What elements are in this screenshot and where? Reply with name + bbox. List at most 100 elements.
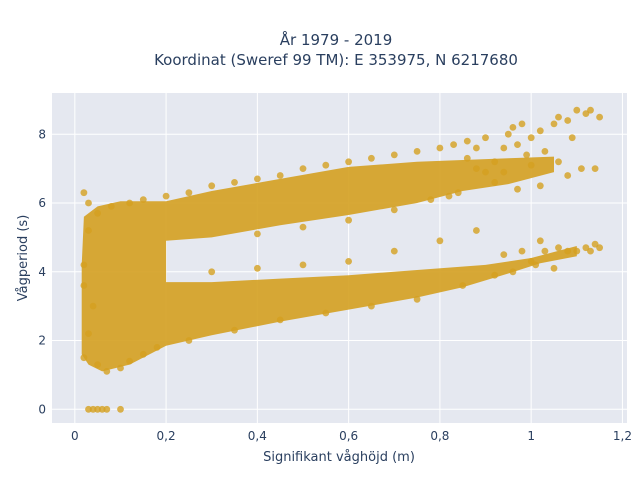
- data-point: [578, 165, 585, 173]
- data-point: [345, 258, 352, 265]
- y-tick-label: 8: [38, 127, 46, 141]
- y-tick-label: 2: [38, 334, 46, 348]
- data-point: [473, 165, 480, 173]
- data-point: [591, 165, 599, 173]
- data-point: [514, 185, 521, 193]
- data-point: [139, 196, 147, 204]
- data-point: [322, 161, 330, 169]
- data-point: [103, 368, 111, 375]
- data-point: [555, 113, 562, 121]
- data-point: [555, 244, 562, 252]
- y-tick-label: 0: [38, 402, 46, 416]
- x-tick-label: 1,2: [613, 429, 632, 443]
- data-point: [276, 172, 284, 179]
- data-point: [596, 113, 603, 121]
- data-point: [413, 148, 421, 155]
- data-point: [162, 192, 170, 200]
- data-point: [208, 268, 216, 276]
- data-point: [390, 247, 398, 255]
- data-point: [504, 130, 512, 138]
- data-point: [555, 158, 562, 166]
- data-point: [85, 330, 92, 337]
- data-point: [254, 264, 261, 272]
- data-point: [89, 302, 97, 310]
- data-point: [345, 216, 352, 224]
- data-point: [491, 179, 499, 186]
- x-tick-label: 0: [71, 429, 79, 443]
- x-tick-label: 0,6: [339, 429, 358, 443]
- data-point: [473, 144, 480, 152]
- x-tick-label: 0,8: [430, 429, 449, 443]
- data-point: [117, 364, 124, 372]
- x-tick-label: 0,2: [157, 429, 176, 443]
- data-point: [185, 189, 193, 197]
- data-point: [454, 189, 462, 197]
- data-point: [463, 154, 471, 162]
- data-point: [482, 134, 489, 142]
- data-point: [568, 134, 576, 142]
- data-point: [500, 251, 508, 258]
- data-point: [536, 127, 544, 135]
- data-point: [231, 326, 238, 334]
- data-point: [85, 199, 92, 207]
- x-axis-title: Signifikant våghöjd (m): [263, 450, 415, 465]
- data-point: [139, 350, 147, 358]
- data-point: [445, 192, 453, 200]
- data-point: [390, 151, 398, 159]
- data-point: [532, 261, 540, 269]
- data-point: [276, 316, 284, 324]
- data-point: [491, 271, 499, 279]
- data-point: [299, 165, 307, 173]
- data-point: [80, 189, 88, 197]
- data-point: [518, 120, 526, 128]
- data-point: [573, 106, 581, 114]
- data-point: [94, 361, 101, 368]
- data-point: [587, 106, 594, 114]
- data-point: [80, 282, 88, 289]
- data-point: [500, 168, 508, 176]
- data-point: [126, 199, 133, 207]
- data-point: [473, 227, 480, 234]
- data-point: [126, 357, 133, 365]
- y-tick-label: 4: [38, 265, 46, 279]
- y-axis-title: Vågperiod (s): [16, 215, 31, 302]
- data-point: [390, 206, 398, 214]
- x-tick-label: 0,4: [248, 429, 267, 443]
- data-point: [80, 354, 88, 362]
- data-point: [94, 209, 101, 217]
- data-point: [564, 172, 572, 179]
- data-point: [550, 120, 558, 128]
- x-axis-ticks: 0 0,2 0,4 0,6 0,8 1 1,2: [71, 429, 632, 443]
- data-point: [299, 223, 307, 231]
- data-point: [500, 144, 508, 152]
- data-point: [436, 237, 444, 245]
- chart-title-line-1: År 1979 - 2019: [280, 30, 393, 49]
- data-point: [117, 405, 124, 413]
- data-point: [523, 151, 530, 159]
- data-point: [536, 237, 544, 245]
- data-point: [185, 337, 193, 344]
- x-tick-label: 1: [527, 429, 535, 443]
- data-point: [436, 144, 444, 152]
- data-points: [80, 106, 603, 413]
- data-point: [527, 134, 535, 142]
- data-point: [231, 179, 238, 186]
- data-point: [541, 247, 549, 255]
- data-point: [463, 137, 471, 145]
- data-point: [153, 344, 161, 351]
- data-point: [587, 247, 594, 255]
- data-point: [564, 247, 572, 255]
- data-point: [254, 175, 261, 183]
- data-point: [527, 161, 535, 169]
- data-point: [514, 141, 521, 149]
- data-point: [573, 247, 581, 255]
- data-point: [491, 158, 499, 166]
- data-point: [208, 182, 216, 190]
- data-point: [518, 247, 526, 255]
- data-point: [596, 244, 603, 252]
- data-point: [254, 230, 261, 238]
- data-point: [564, 117, 572, 124]
- data-point: [299, 261, 307, 269]
- data-point: [482, 168, 489, 176]
